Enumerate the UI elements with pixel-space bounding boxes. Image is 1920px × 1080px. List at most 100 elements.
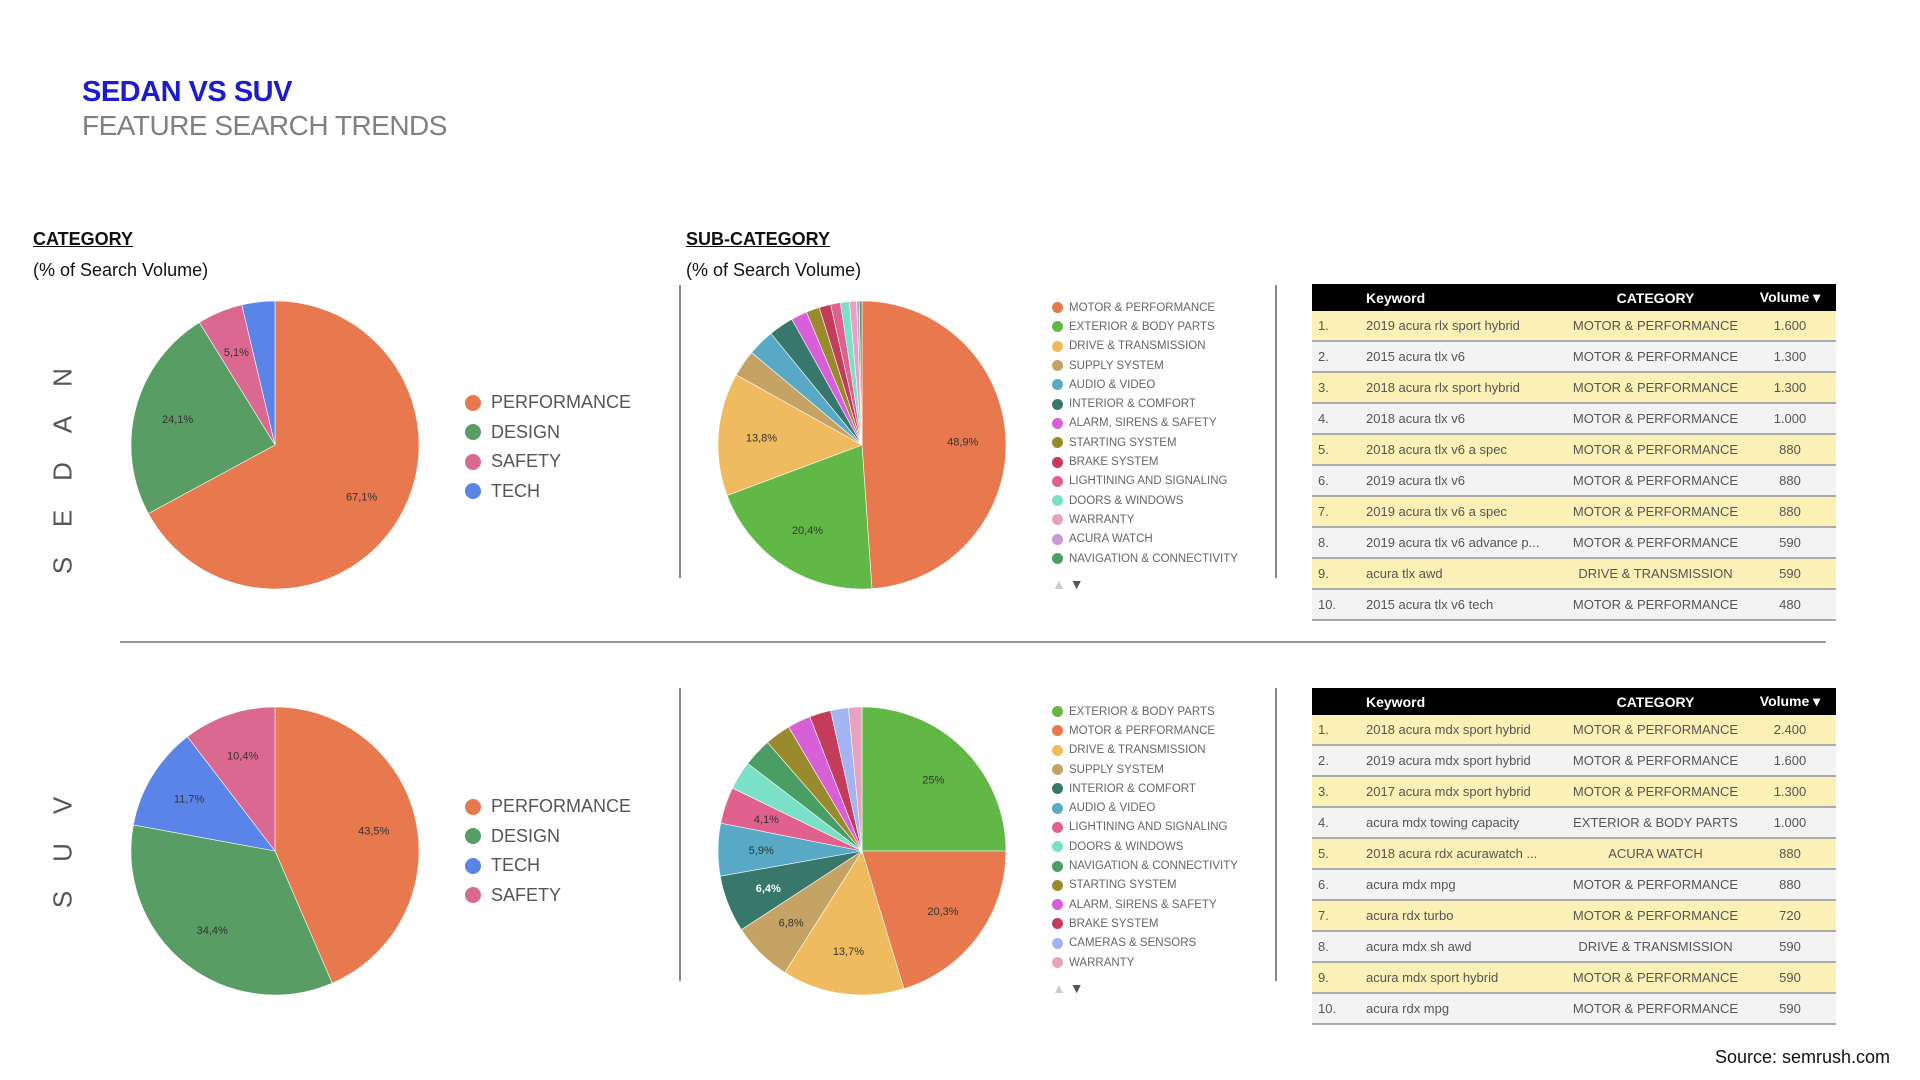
table-row[interactable]: 5. 2018 acura rdx acurawatch ... ACURA WAT… xyxy=(1312,838,1836,870)
pie-slice[interactable] xyxy=(861,850,1007,990)
legend-item[interactable]: MOTOR & PERFORMANCE xyxy=(1052,721,1238,740)
legend-item[interactable]: DESIGN xyxy=(465,822,631,852)
table-row[interactable]: 3. 2018 acura rlx sport hybrid MOTOR & PER… xyxy=(1312,372,1836,404)
table-row[interactable]: 2. 2015 acura tlx v6 MOTOR & PERFORMANCE 1.… xyxy=(1312,341,1836,373)
legend-item[interactable]: DRIVE & TRANSMISSION xyxy=(1052,741,1238,760)
pie-slice[interactable] xyxy=(861,300,1007,589)
legend-item[interactable]: EXTERIOR & BODY PARTS xyxy=(1052,702,1238,721)
slice-label: 34,4% xyxy=(197,925,228,937)
table-row[interactable]: 9. acura mdx sport hybrid MOTOR & PERFORMA… xyxy=(1312,962,1836,994)
legend-item[interactable]: DOORS & WINDOWS xyxy=(1052,491,1238,510)
legend-item[interactable]: INTERIOR & COMFORT xyxy=(1052,779,1238,798)
table-row[interactable]: 5. 2018 acura tlx v6 a spec MOTOR & PERFOR… xyxy=(1312,434,1836,466)
row-index: 4. xyxy=(1312,403,1365,435)
legend-item[interactable]: LIGHTINING AND SIGNALING xyxy=(1052,818,1238,837)
legend-item[interactable]: DOORS & WINDOWS xyxy=(1052,837,1238,856)
legend-prev-button[interactable]: ▲ xyxy=(1052,576,1066,592)
legend-item[interactable]: ALARM, SIRENS & SAFETY xyxy=(1052,414,1238,433)
legend-item[interactable]: WARRANTY xyxy=(1052,953,1238,972)
legend-item[interactable]: CAMERAS & SENSORS xyxy=(1052,934,1238,953)
table-row[interactable]: 3. 2017 acura mdx sport hybrid MOTOR & PER… xyxy=(1312,776,1836,808)
table-row[interactable]: 6. 2019 acura tlx v6 MOTOR & PERFORMANCE 88… xyxy=(1312,465,1836,497)
pie-slice[interactable] xyxy=(858,300,863,446)
legend-item[interactable]: NAVIGATION & CONNECTIVITY xyxy=(1052,856,1238,875)
table-row[interactable]: 7. acura rdx turbo MOTOR & PERFORMANCE 720 xyxy=(1312,900,1836,932)
pie-slice[interactable] xyxy=(241,300,276,446)
legend-item[interactable]: STARTING SYSTEM xyxy=(1052,433,1238,452)
pie-slice[interactable] xyxy=(717,374,863,496)
row-index: 9. xyxy=(1312,962,1365,994)
table-row[interactable]: 6. acura mdx mpg MOTOR & PERFORMANCE 880 xyxy=(1312,869,1836,901)
table-row[interactable]: 2. 2019 acura mdx sport hybrid MOTOR & PER… xyxy=(1312,745,1836,777)
legend-item[interactable]: WARRANTY xyxy=(1052,510,1238,529)
table-row[interactable]: 1. 2018 acura mdx sport hybrid MOTOR & PER… xyxy=(1312,715,1836,746)
legend-item[interactable]: SUPPLY SYSTEM xyxy=(1052,760,1238,779)
legend-swatch-icon xyxy=(1052,899,1063,911)
pie-slice[interactable] xyxy=(784,850,905,996)
pie-slice[interactable] xyxy=(848,706,863,852)
legend-item[interactable]: ALARM, SIRENS & SAFETY xyxy=(1052,895,1238,914)
legend-next-button[interactable]: ▼ xyxy=(1069,576,1084,592)
legend-item[interactable]: INTERIOR & COMFORT xyxy=(1052,394,1238,413)
legend-next-button[interactable]: ▼ xyxy=(1069,980,1084,996)
column-header-volume[interactable]: Volume ▾ xyxy=(1744,284,1836,311)
column-header-category[interactable]: CATEGORY xyxy=(1567,284,1744,311)
table-row[interactable]: 8. acura mdx sh awd DRIVE & TRANSMISSION 59… xyxy=(1312,931,1836,963)
keyword-cell: acura mdx sh awd xyxy=(1365,931,1567,963)
legend-item[interactable]: BRAKE SYSTEM xyxy=(1052,914,1238,933)
pie-slice[interactable] xyxy=(274,706,420,984)
legend-swatch-icon xyxy=(1052,725,1063,737)
legend-label: SAFETY xyxy=(491,451,562,472)
table-row[interactable]: 7. 2019 acura tlx v6 a spec MOTOR & PERFOR… xyxy=(1312,496,1836,528)
legend-swatch-icon xyxy=(465,887,481,904)
pie-slice[interactable] xyxy=(861,706,1007,852)
table-row[interactable]: 1. 2019 acura rlx sport hybrid MOTOR & PER… xyxy=(1312,311,1836,342)
column-header-keyword[interactable]: Keyword xyxy=(1365,284,1567,311)
row-index: 5. xyxy=(1312,838,1365,870)
slice-label: 20,3% xyxy=(927,906,958,918)
legend-label: INTERIOR & COMFORT xyxy=(1069,782,1196,795)
column-header-category[interactable]: CATEGORY xyxy=(1567,688,1744,715)
row-index: 2. xyxy=(1312,745,1365,777)
category-cell: MOTOR & PERFORMANCE xyxy=(1567,962,1744,994)
legend-item[interactable]: DESIGN xyxy=(465,418,631,448)
legend-item[interactable]: DRIVE & TRANSMISSION xyxy=(1052,337,1238,356)
pie-slice[interactable] xyxy=(130,322,276,514)
legend-item[interactable]: SAFETY xyxy=(465,447,631,477)
table-row[interactable]: 10. acura rdx mpg MOTOR & PERFORMANCE 590 xyxy=(1312,993,1836,1025)
table-row[interactable]: 4. acura mdx towing capacity EXTERIOR & BO… xyxy=(1312,807,1836,839)
legend-item[interactable]: ACURA WATCH xyxy=(1052,530,1238,549)
legend-prev-button[interactable]: ▲ xyxy=(1052,980,1066,996)
legend-item[interactable]: TECH xyxy=(465,851,631,881)
table-row[interactable]: 4. 2018 acura tlx v6 MOTOR & PERFORMANCE 1.… xyxy=(1312,403,1836,435)
volume-cell: 880 xyxy=(1744,838,1836,870)
legend-item[interactable]: STARTING SYSTEM xyxy=(1052,876,1238,895)
legend-item[interactable]: BRAKE SYSTEM xyxy=(1052,452,1238,471)
legend-item[interactable]: NAVIGATION & CONNECTIVITY xyxy=(1052,549,1238,568)
legend-item[interactable]: MOTOR & PERFORMANCE xyxy=(1052,298,1238,317)
legend-item[interactable]: TECH xyxy=(465,477,631,507)
legend-item[interactable]: SUPPLY SYSTEM xyxy=(1052,356,1238,375)
category-cell: MOTOR & PERFORMANCE xyxy=(1567,776,1744,808)
pie-slice[interactable] xyxy=(130,824,333,996)
column-header-volume[interactable]: Volume ▾ xyxy=(1744,688,1836,715)
legend-swatch-icon xyxy=(1052,821,1063,833)
table-row[interactable]: 10. 2015 acura tlx v6 tech MOTOR & PERFORM… xyxy=(1312,589,1836,621)
column-header-keyword[interactable]: Keyword xyxy=(1365,688,1567,715)
pie-slice[interactable] xyxy=(133,736,276,852)
legend-item[interactable]: AUDIO & VIDEO xyxy=(1052,375,1238,394)
legend-item[interactable]: PERFORMANCE xyxy=(465,388,631,418)
legend-item[interactable]: EXTERIOR & BODY PARTS xyxy=(1052,317,1238,336)
pie-slice[interactable] xyxy=(147,300,420,590)
legend-label: EXTERIOR & BODY PARTS xyxy=(1069,320,1215,333)
legend-item[interactable]: AUDIO & VIDEO xyxy=(1052,798,1238,817)
table-row[interactable]: 8. 2019 acura tlx v6 advance p... MOTOR & … xyxy=(1312,527,1836,559)
legend-item[interactable]: PERFORMANCE xyxy=(465,792,631,822)
volume-cell: 1.000 xyxy=(1744,807,1836,839)
pie-slice[interactable] xyxy=(726,444,873,590)
pie-slice[interactable] xyxy=(187,706,276,852)
legend-swatch-icon xyxy=(1052,340,1063,352)
legend-item[interactable]: LIGHTINING AND SIGNALING xyxy=(1052,472,1238,491)
legend-item[interactable]: SAFETY xyxy=(465,881,631,911)
table-row[interactable]: 9. acura tlx awd DRIVE & TRANSMISSION 590 xyxy=(1312,558,1836,590)
